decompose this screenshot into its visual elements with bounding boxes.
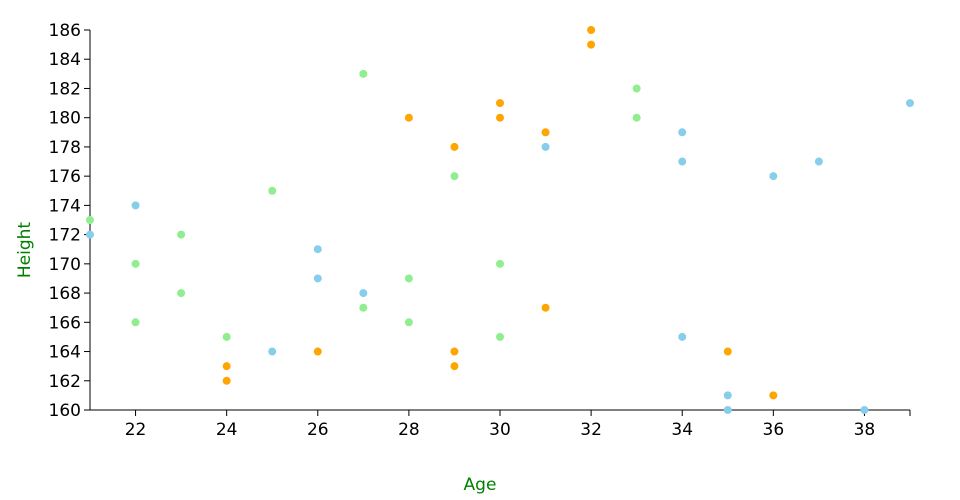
x-axis-label: Age [464, 475, 497, 495]
point [723, 406, 732, 414]
x-tick-label: 36 [763, 420, 785, 440]
point [678, 128, 687, 137]
point [814, 157, 823, 166]
point [313, 245, 322, 254]
y-tick-label: 166 [49, 313, 81, 333]
point [769, 391, 778, 400]
point [632, 84, 641, 93]
y-tick-label: 162 [49, 372, 81, 392]
y-tick-label: 186 [49, 21, 81, 41]
y-tick-label: 164 [49, 343, 81, 363]
point [404, 113, 413, 122]
point [131, 318, 140, 327]
point [541, 303, 550, 312]
point [86, 216, 94, 224]
x-tick-label: 22 [125, 420, 147, 440]
point [906, 99, 914, 108]
point [541, 142, 550, 151]
point [496, 113, 504, 122]
y-tick-label: 180 [49, 109, 81, 129]
point [496, 259, 504, 268]
y-axis-label: Height [15, 222, 35, 279]
point [450, 142, 459, 151]
point [587, 26, 596, 34]
y-tick-label: 168 [49, 284, 81, 304]
point [177, 289, 186, 298]
y-tick-label: 174 [49, 196, 81, 216]
point [404, 318, 413, 327]
point [359, 289, 368, 298]
point [131, 201, 140, 210]
y-tick-label: 160 [49, 401, 81, 421]
point [450, 172, 459, 181]
point [723, 391, 732, 400]
point [860, 406, 869, 414]
point [450, 362, 459, 371]
x-tick-label: 26 [307, 420, 329, 440]
point [496, 332, 504, 341]
point [678, 157, 687, 166]
point [86, 230, 94, 239]
point [404, 274, 413, 283]
x-tick-label: 24 [216, 420, 238, 440]
point [632, 113, 641, 122]
point [450, 347, 459, 356]
point [359, 303, 368, 312]
y-tick-label: 182 [49, 79, 81, 99]
point [222, 376, 231, 385]
point [313, 274, 322, 283]
point [769, 172, 778, 181]
point [313, 347, 322, 356]
point [222, 362, 231, 371]
y-tick-label: 170 [49, 255, 81, 275]
point [268, 347, 277, 356]
point [222, 332, 231, 341]
point [496, 99, 504, 108]
x-tick-label: 32 [580, 420, 602, 440]
point [678, 332, 687, 341]
x-tick-label: 34 [671, 420, 693, 440]
point [131, 259, 140, 268]
y-tick-label: 176 [49, 167, 81, 187]
x-tick-label: 30 [489, 420, 511, 440]
x-tick-label: 38 [854, 420, 876, 440]
point [359, 69, 368, 78]
point [587, 40, 596, 49]
point [268, 186, 277, 195]
x-tick-label: 28 [398, 420, 420, 440]
y-tick-label: 172 [49, 226, 81, 246]
y-tick-label: 184 [49, 50, 81, 70]
y-tick-label: 178 [49, 138, 81, 158]
point [723, 347, 732, 356]
point [541, 128, 550, 137]
point [177, 230, 186, 239]
